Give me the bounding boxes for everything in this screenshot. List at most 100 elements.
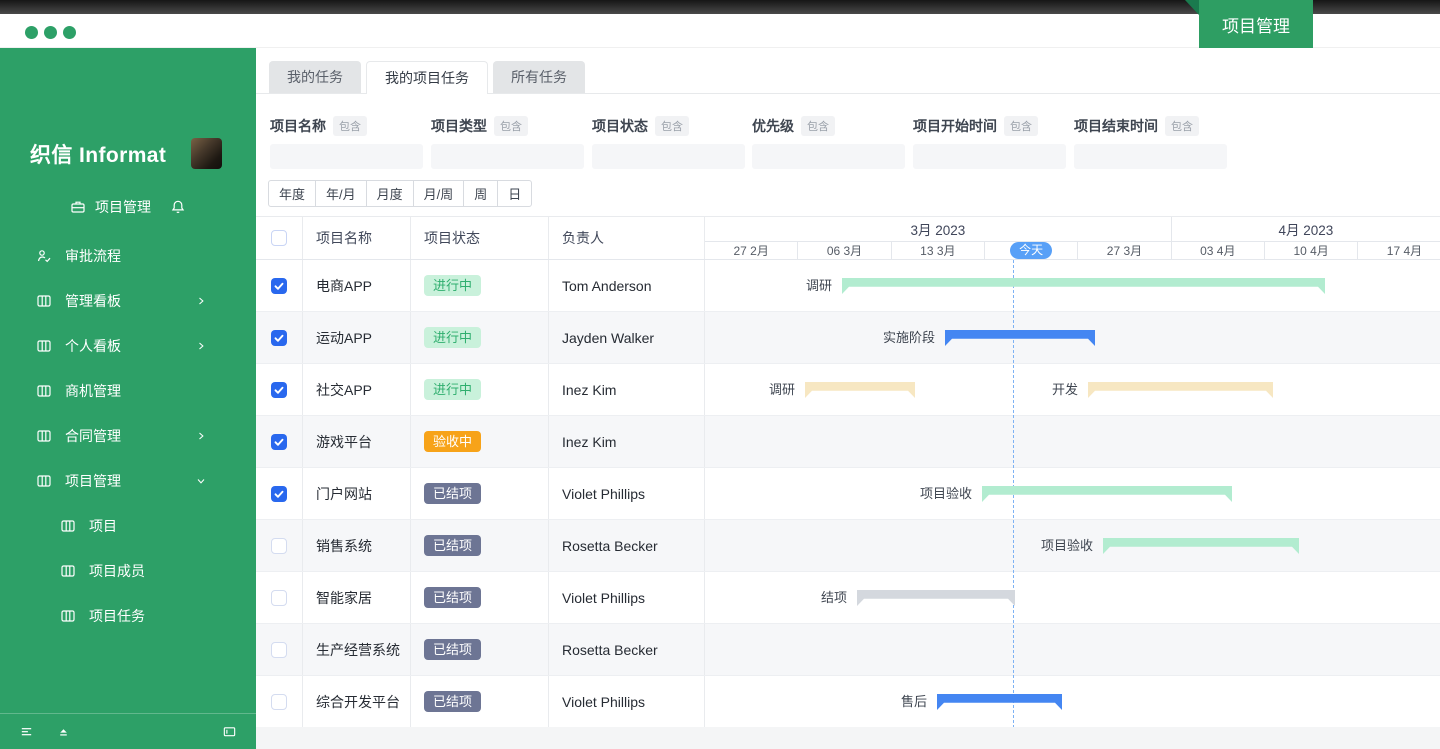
board-icon bbox=[36, 338, 65, 354]
row-checkbox[interactable] bbox=[271, 485, 287, 502]
sidebar-item-个人看板[interactable]: 个人看板 bbox=[0, 323, 256, 368]
scale-option-月度[interactable]: 月度 bbox=[367, 181, 414, 206]
filter-input-项目结束时间[interactable] bbox=[1074, 144, 1227, 169]
project-row-门户网站[interactable]: 门户网站 已结项 Violet Phillips bbox=[256, 468, 1440, 520]
sidebar-subitem-项目成员[interactable]: 项目成员 bbox=[0, 548, 256, 593]
project-name-cell: 社交APP bbox=[303, 364, 411, 415]
row-checkbox[interactable] bbox=[271, 693, 287, 710]
project-row-电商APP[interactable]: 电商APP 进行中 Tom Anderson bbox=[256, 260, 1440, 312]
status-badge: 进行中 bbox=[424, 275, 482, 296]
project-name-cell: 运动APP bbox=[303, 312, 411, 363]
sidebar-subitem-label: 项目任务 bbox=[89, 607, 145, 624]
timeline-row-area bbox=[705, 520, 1440, 571]
sidebar-item-商机管理[interactable]: 商机管理 bbox=[0, 368, 256, 413]
filter-input-优先级[interactable] bbox=[752, 144, 905, 169]
sidebar-subitem-项目[interactable]: 项目 bbox=[0, 503, 256, 548]
sidebar-item-审批流程[interactable]: 审批流程 bbox=[0, 233, 256, 278]
status-badge: 已结项 bbox=[424, 587, 482, 608]
row-checkbox[interactable] bbox=[271, 277, 287, 294]
project-status-cell: 已结项 bbox=[411, 676, 549, 727]
month-cell: 3月 2023 bbox=[705, 217, 1172, 241]
row-checkbox[interactable] bbox=[271, 329, 287, 346]
status-badge: 已结项 bbox=[424, 483, 482, 504]
sidebar: 织信 Informat 项目管理 审批流程 管理看板 个人看板 商机管理 合同管理 项目管… bbox=[0, 48, 256, 749]
project-status-cell: 已结项 bbox=[411, 468, 549, 519]
timeline-header: 3月 2023 4月 2023 27 2月 06 3月 13 3月 今天 27 3月 03 4… bbox=[705, 217, 1440, 260]
sidebar-item-项目管理[interactable]: 项目管理 bbox=[0, 458, 256, 503]
project-name-cell: 游戏平台 bbox=[303, 416, 411, 467]
window-top-shadow bbox=[0, 0, 1440, 14]
filter-operator-badge[interactable]: 包含 bbox=[1165, 115, 1199, 136]
project-status-cell: 已结项 bbox=[411, 624, 549, 675]
sidebar-item-label: 审批流程 bbox=[65, 247, 121, 264]
tab-我的项目任务[interactable]: 我的项目任务 bbox=[366, 61, 488, 94]
sidebar-item-管理看板[interactable]: 管理看板 bbox=[0, 278, 256, 323]
status-badge: 已结项 bbox=[424, 691, 482, 712]
filter-operator-badge[interactable]: 包含 bbox=[494, 115, 528, 136]
align-lines-icon[interactable] bbox=[19, 724, 34, 739]
sidebar-item-label: 项目管理 bbox=[65, 472, 121, 489]
app-logo: 织信 Informat bbox=[30, 143, 167, 167]
workspace-switcher[interactable]: 项目管理 bbox=[0, 194, 256, 220]
project-row-智能家居[interactable]: 智能家居 已结项 Violet Phillips bbox=[256, 572, 1440, 624]
bell-icon[interactable] bbox=[170, 199, 186, 215]
filter-operator-badge[interactable]: 包含 bbox=[655, 115, 689, 136]
filter-项目类型: 项目类型 包含 bbox=[431, 115, 584, 169]
project-row-社交APP[interactable]: 社交APP 进行中 Inez Kim bbox=[256, 364, 1440, 416]
project-row-运动APP[interactable]: 运动APP 进行中 Jayden Walker bbox=[256, 312, 1440, 364]
scale-option-月/周[interactable]: 月/周 bbox=[414, 181, 465, 206]
window-control-dot bbox=[63, 26, 76, 39]
filter-input-项目状态[interactable] bbox=[592, 144, 745, 169]
board-icon bbox=[36, 473, 65, 489]
status-badge: 已结项 bbox=[424, 639, 482, 660]
sidebar-subitem-项目任务[interactable]: 项目任务 bbox=[0, 593, 256, 638]
row-checkbox[interactable] bbox=[271, 641, 287, 658]
scale-option-年度[interactable]: 年度 bbox=[269, 181, 317, 206]
project-row-综合开发平台[interactable]: 综合开发平台 已结项 Violet Phillips bbox=[256, 676, 1440, 728]
sidebar-item-合同管理[interactable]: 合同管理 bbox=[0, 413, 256, 458]
filter-input-项目类型[interactable] bbox=[431, 144, 584, 169]
filter-operator-badge[interactable]: 包含 bbox=[333, 115, 367, 136]
eject-icon[interactable] bbox=[56, 724, 71, 739]
collapse-panel-icon[interactable] bbox=[222, 724, 237, 739]
select-all-checkbox[interactable] bbox=[271, 230, 287, 246]
scale-option-日[interactable]: 日 bbox=[508, 187, 522, 202]
filter-input-项目开始时间[interactable] bbox=[913, 144, 1066, 169]
board-icon bbox=[60, 608, 89, 624]
chevron-right-icon bbox=[195, 295, 220, 307]
project-row-游戏平台[interactable]: 游戏平台 验收中 Inez Kim bbox=[256, 416, 1440, 468]
row-checkbox[interactable] bbox=[271, 589, 287, 606]
filter-label: 项目名称 bbox=[270, 117, 326, 134]
week-cell: 27 3月 bbox=[1078, 242, 1172, 259]
project-name-cell: 电商APP bbox=[303, 260, 411, 311]
filter-项目状态: 项目状态 包含 bbox=[592, 115, 745, 169]
row-checkbox[interactable] bbox=[271, 381, 287, 398]
project-name-cell: 销售系统 bbox=[303, 520, 411, 571]
tab-我的任务[interactable]: 我的任务 bbox=[269, 61, 361, 93]
week-cell: 13 3月 bbox=[892, 242, 985, 259]
main-content: 我的任务 我的项目任务 所有任务 项目名称 包含 项目类型 包含 项目状态 包含 优先级 包含 项目… bbox=[256, 48, 1440, 749]
project-row-生产经营系统[interactable]: 生产经营系统 已结项 Rosetta Becker bbox=[256, 624, 1440, 676]
filter-operator-badge[interactable]: 包含 bbox=[1004, 115, 1038, 136]
filter-input-项目名称[interactable] bbox=[270, 144, 423, 169]
filter-operator-badge[interactable]: 包含 bbox=[801, 115, 835, 136]
table-body: 电商APP 进行中 Tom Anderson 运动APP 进行中 Jayden Walke… bbox=[256, 260, 1440, 728]
week-cell: 10 4月 bbox=[1265, 242, 1359, 259]
owner-cell: Jayden Walker bbox=[549, 312, 705, 363]
user-avatar[interactable] bbox=[191, 138, 222, 169]
task-tabs: 我的任务 我的项目任务 所有任务 bbox=[269, 61, 585, 94]
sidebar-footer bbox=[0, 713, 256, 749]
tab-所有任务[interactable]: 所有任务 bbox=[493, 61, 585, 93]
chevron-down-icon bbox=[195, 475, 220, 487]
board-icon bbox=[36, 383, 65, 399]
scale-option-周[interactable]: 周 bbox=[464, 181, 499, 206]
row-checkbox[interactable] bbox=[271, 433, 287, 450]
header-select-all[interactable] bbox=[256, 217, 303, 259]
filter-label: 优先级 bbox=[752, 117, 794, 134]
briefcase-icon bbox=[70, 199, 86, 215]
timeline-row-area bbox=[705, 624, 1440, 675]
project-status-cell: 进行中 bbox=[411, 312, 549, 363]
row-checkbox[interactable] bbox=[271, 537, 287, 554]
scale-option-年/月[interactable]: 年/月 bbox=[316, 181, 367, 206]
ribbon-tab-project-management[interactable]: 项目管理 bbox=[1199, 0, 1313, 48]
